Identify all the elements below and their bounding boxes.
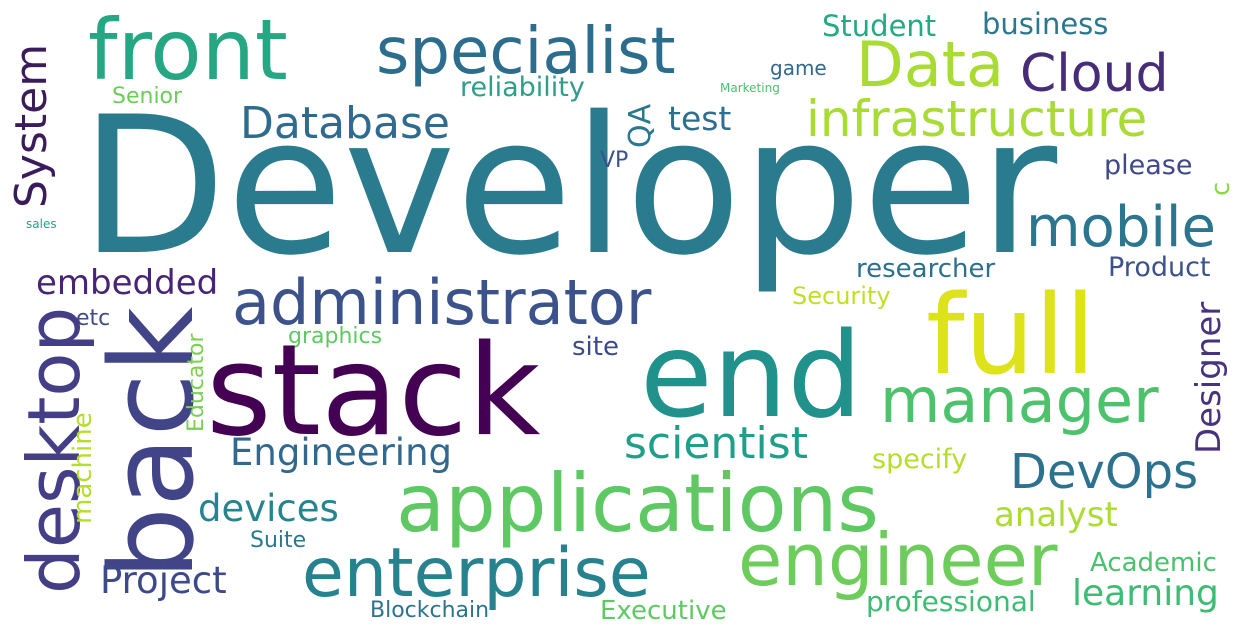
- word-front: front: [88, 1, 288, 99]
- word-business: business: [982, 7, 1109, 41]
- word-sales: sales: [26, 217, 57, 231]
- word-test: test: [668, 99, 732, 138]
- word-educator: Educator: [184, 333, 209, 432]
- word-administrator: administrator: [232, 266, 652, 339]
- word-engineer: engineer: [738, 518, 1058, 602]
- word-qa: QA: [623, 103, 658, 148]
- word-database: Database: [240, 98, 450, 149]
- word-mobile: mobile: [1026, 195, 1216, 260]
- word-student: Student: [822, 9, 937, 43]
- word-data: Data: [856, 28, 1005, 101]
- word-reliability: reliability: [460, 72, 585, 103]
- word-product: Product: [1108, 252, 1211, 283]
- word-devices: devices: [198, 487, 339, 530]
- word-project: Project: [100, 559, 227, 602]
- word-stack: stack: [206, 317, 541, 464]
- word-executive: Executive: [600, 596, 727, 626]
- word-security: Security: [792, 282, 891, 310]
- word-embedded: embedded: [36, 263, 219, 303]
- word-specialist: specialist: [376, 15, 676, 89]
- word-infrastructure: infrastructure: [806, 90, 1148, 148]
- word-please: please: [1104, 150, 1193, 181]
- word-developer: Developer: [80, 76, 1058, 297]
- word-academic: Academic: [1090, 548, 1217, 578]
- word-learning: learning: [1072, 573, 1219, 614]
- word-applications: applications: [396, 457, 879, 550]
- word-manager: manager: [880, 364, 1159, 437]
- word-c: c: [1206, 181, 1236, 196]
- word-full: full: [926, 271, 1096, 399]
- word-specify: specify: [872, 444, 968, 475]
- word-etc: etc: [76, 306, 111, 331]
- word-engineering: Engineering: [230, 431, 452, 474]
- word-system: System: [6, 43, 57, 208]
- word-blockchain: Blockchain: [370, 598, 490, 623]
- word-scientist: scientist: [624, 418, 808, 469]
- word-professional: professional: [866, 585, 1036, 618]
- word-enterprise: enterprise: [302, 534, 651, 613]
- word-designer: Designer: [1189, 301, 1229, 454]
- word-graphics: graphics: [288, 324, 383, 349]
- word-game: game: [770, 56, 827, 80]
- word-senior: Senior: [112, 84, 183, 109]
- word-analyst: analyst: [994, 495, 1118, 535]
- word-vp: VP: [600, 148, 629, 173]
- word-site: site: [572, 332, 619, 362]
- word-suite: Suite: [250, 528, 307, 553]
- word-devops: DevOps: [1010, 444, 1199, 500]
- word-end: end: [640, 306, 863, 444]
- word-machine: machine: [68, 412, 98, 524]
- word-researcher: researcher: [856, 254, 996, 284]
- word-marketing: Marketing: [720, 81, 780, 95]
- word-cloud-term: Cloud: [1020, 44, 1169, 104]
